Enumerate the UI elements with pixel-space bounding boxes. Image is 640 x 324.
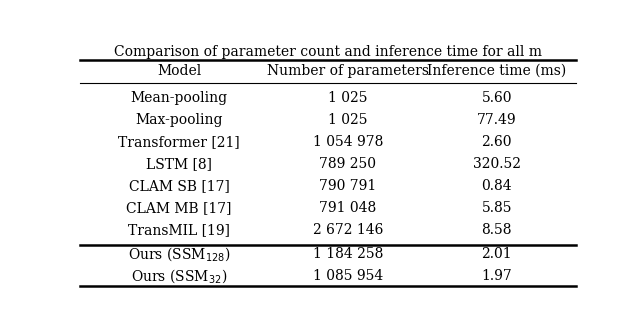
Text: CLAM SB [17]: CLAM SB [17] (129, 179, 230, 193)
Text: 2.01: 2.01 (481, 248, 512, 261)
Text: 1 085 954: 1 085 954 (313, 269, 383, 284)
Text: 77.49: 77.49 (477, 113, 516, 127)
Text: Number of parameters: Number of parameters (267, 64, 429, 78)
Text: 0.84: 0.84 (481, 179, 512, 193)
Text: LSTM [8]: LSTM [8] (146, 157, 212, 171)
Text: TransMIL [19]: TransMIL [19] (128, 223, 230, 237)
Text: Mean-pooling: Mean-pooling (131, 91, 228, 105)
Text: Model: Model (157, 64, 202, 78)
Text: 2.60: 2.60 (481, 135, 512, 149)
Text: 1 025: 1 025 (328, 91, 367, 105)
Text: 790 791: 790 791 (319, 179, 376, 193)
Text: 791 048: 791 048 (319, 201, 376, 215)
Text: 320.52: 320.52 (472, 157, 521, 171)
Text: 1 025: 1 025 (328, 113, 367, 127)
Text: Comparison of parameter count and inference time for all m: Comparison of parameter count and infere… (114, 45, 542, 59)
Text: 1 184 258: 1 184 258 (313, 248, 383, 261)
Text: 2 672 146: 2 672 146 (313, 223, 383, 237)
Text: Max-pooling: Max-pooling (136, 113, 223, 127)
Text: 789 250: 789 250 (319, 157, 376, 171)
Text: Transformer [21]: Transformer [21] (118, 135, 240, 149)
Text: 8.58: 8.58 (481, 223, 512, 237)
Text: Inference time (ms): Inference time (ms) (427, 64, 566, 78)
Text: 5.85: 5.85 (481, 201, 512, 215)
Text: CLAM MB [17]: CLAM MB [17] (127, 201, 232, 215)
Text: Ours (SSM$_{128}$): Ours (SSM$_{128}$) (128, 246, 230, 263)
Text: Ours (SSM$_{32}$): Ours (SSM$_{32}$) (131, 268, 227, 285)
Text: 1 054 978: 1 054 978 (313, 135, 383, 149)
Text: 1.97: 1.97 (481, 269, 512, 284)
Text: 5.60: 5.60 (481, 91, 512, 105)
